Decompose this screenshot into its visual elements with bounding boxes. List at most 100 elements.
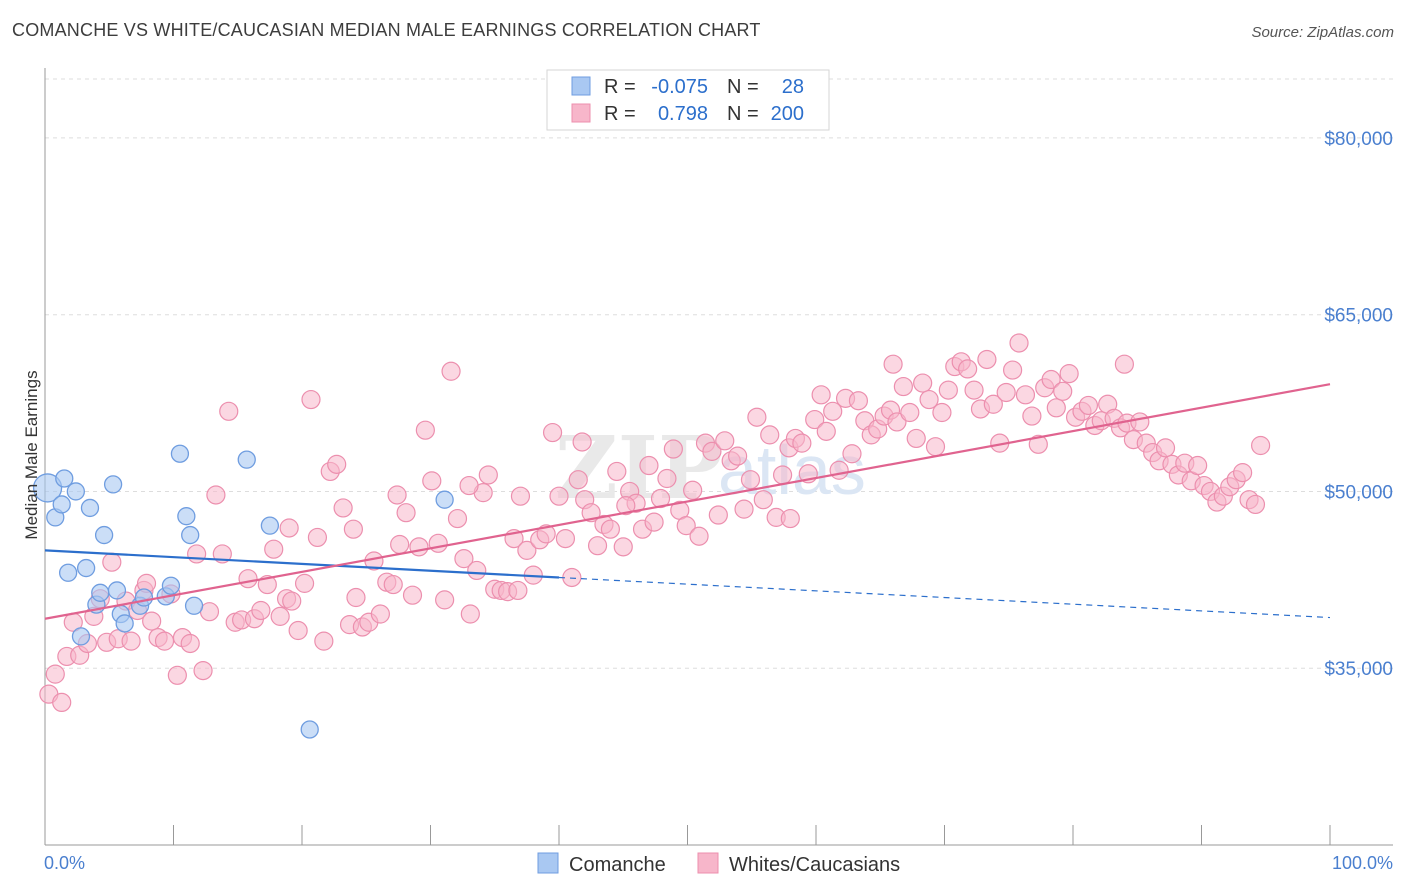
white-point [650, 488, 671, 509]
comanche-point [91, 583, 110, 602]
comanche-point [161, 576, 181, 595]
white-point [288, 620, 308, 641]
white-point [689, 526, 709, 546]
white-point [572, 432, 592, 452]
white-point [428, 533, 448, 553]
white-point [996, 382, 1016, 403]
white-point [616, 496, 636, 516]
white-point [251, 600, 271, 621]
legend-r-label-comanche: R = [604, 76, 636, 98]
white-point [333, 498, 353, 518]
white-point [510, 486, 531, 506]
white-point [1251, 435, 1271, 456]
comanche-point [170, 444, 190, 463]
white-point [460, 604, 480, 624]
white-point [780, 508, 800, 529]
series-legend-label-comanche: Comanche [569, 854, 666, 876]
white-point [167, 665, 187, 685]
white-point [913, 373, 933, 393]
stats-legend: R = -0.075 N = 28 R = 0.798 N = 200 [546, 69, 830, 131]
white-point [1059, 364, 1079, 384]
y-tick-label: $80,000 [1324, 129, 1393, 150]
white-point [1022, 406, 1042, 426]
white-point [314, 631, 334, 651]
white-point [805, 409, 825, 430]
white-point [811, 385, 831, 405]
series-whites-caucasians [39, 333, 1271, 713]
white-point [829, 460, 849, 480]
source-credit: Source: ZipAtlas.com [1251, 24, 1394, 41]
chart-title: COMANCHE VS WHITE/CAUCASIAN MEDIAN MALE … [12, 20, 761, 40]
white-point [387, 485, 407, 505]
white-point [370, 604, 390, 624]
white-point [708, 505, 728, 525]
legend-swatch-comanche [571, 76, 591, 96]
y-tick-label: $50,000 [1324, 482, 1393, 503]
white-point [447, 508, 468, 529]
legend-n-label-whites: N = [727, 103, 759, 125]
legend-r-value-whites: 0.798 [658, 103, 708, 125]
white-point [307, 527, 328, 548]
white-point [925, 437, 946, 457]
white-point [893, 376, 913, 397]
y-tick-labels: $35,000 $50,000 $65,000 $80,000 [1324, 129, 1393, 680]
comanche-point [80, 498, 100, 518]
white-point [1053, 381, 1073, 401]
comanche-point [134, 588, 154, 607]
white-point [346, 587, 366, 608]
white-point [478, 465, 498, 485]
white-point [1009, 333, 1029, 353]
comanche-point [435, 490, 454, 509]
series-legend-label-whites: Whites/Caucasians [729, 854, 900, 876]
white-point [772, 465, 793, 485]
white-point [883, 354, 903, 374]
white-point [206, 485, 226, 505]
white-point [964, 380, 984, 400]
white-point [52, 692, 72, 713]
white-point [1188, 455, 1208, 476]
white-point [555, 528, 576, 549]
white-point [1041, 369, 1061, 390]
white-point [1046, 398, 1066, 418]
white-point [1078, 395, 1099, 416]
white-point [282, 591, 302, 611]
x-tick-label-max: 100.0% [1332, 853, 1393, 873]
stats-legend-box [546, 69, 830, 131]
comanche-point [184, 596, 204, 615]
white-point [1015, 385, 1036, 405]
white-point [842, 444, 862, 464]
white-point [613, 537, 633, 557]
white-point [402, 585, 423, 605]
white-point [747, 407, 767, 427]
white-point [238, 569, 258, 589]
white-point [142, 611, 162, 631]
white-point [219, 401, 239, 421]
white-point [396, 503, 416, 523]
white-point [676, 516, 696, 536]
comanche-trend-extension [558, 576, 1331, 619]
white-point [900, 402, 920, 423]
white-point [270, 606, 290, 626]
white-point [193, 660, 213, 681]
comanche-point [115, 614, 134, 633]
white-point [549, 486, 569, 506]
white-point [536, 524, 556, 544]
comanche-point [66, 482, 85, 501]
comanche-point [55, 469, 74, 488]
white-point [568, 470, 588, 490]
white-point [508, 580, 528, 601]
white-point [715, 431, 735, 451]
white-point [983, 394, 1003, 414]
legend-n-value-whites: 200 [771, 103, 804, 125]
y-tick-label: $65,000 [1324, 306, 1393, 327]
white-point [587, 536, 608, 556]
white-point [1245, 494, 1266, 515]
white-point [562, 567, 582, 588]
white-point [454, 549, 474, 569]
white-point [294, 573, 315, 593]
white-point [644, 512, 664, 532]
comanche-point [58, 563, 78, 582]
white-point [422, 471, 442, 491]
comanche-point [300, 720, 319, 739]
